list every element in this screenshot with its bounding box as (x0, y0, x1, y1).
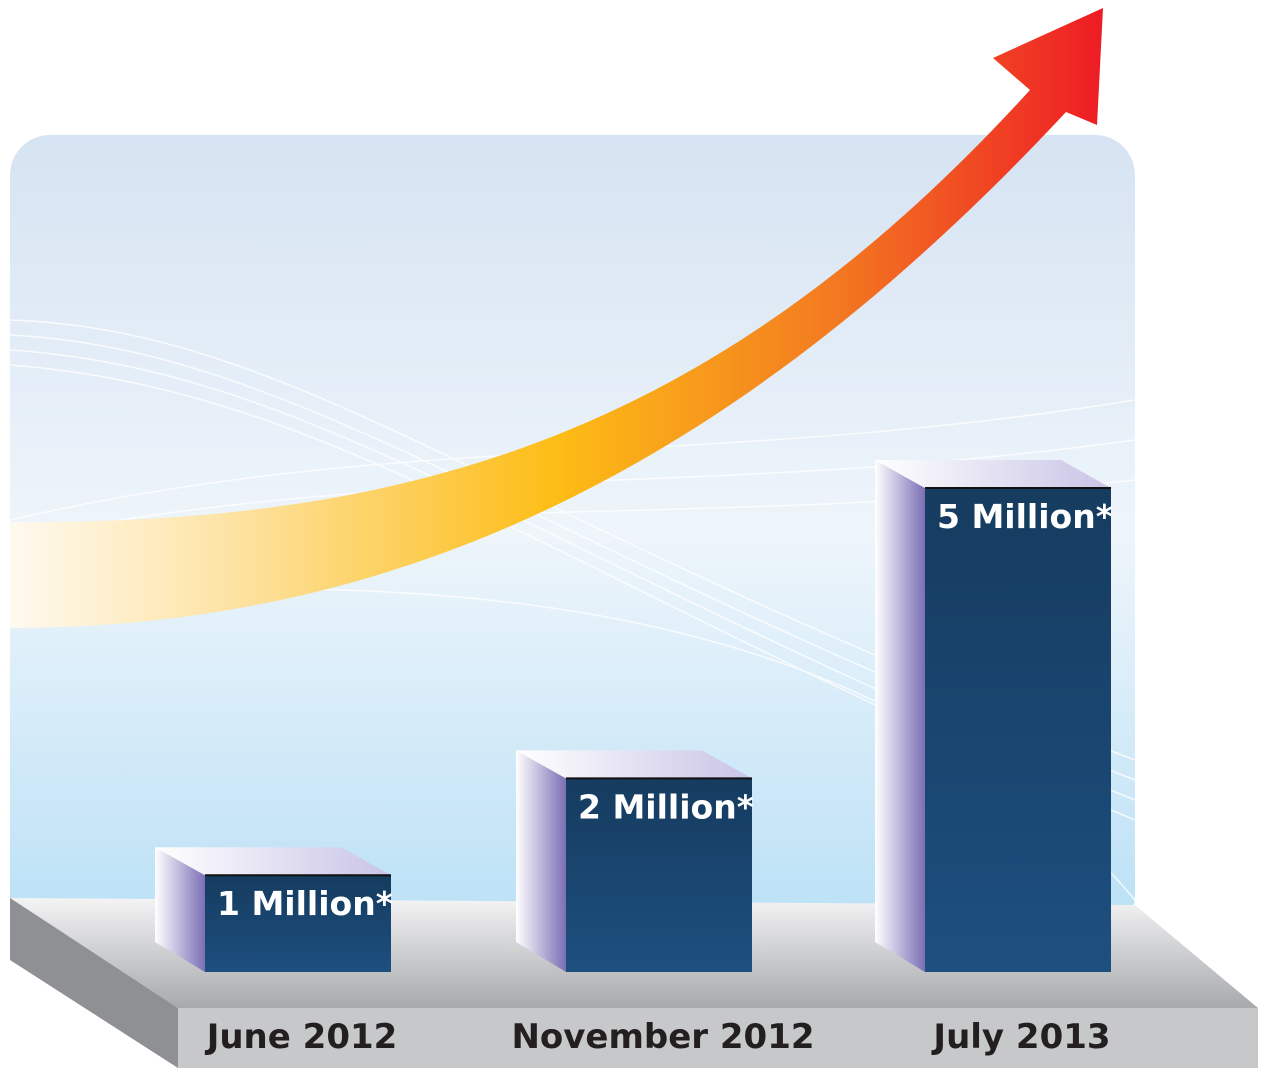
bar-top (516, 750, 752, 779)
growth-arrow (10, 8, 1103, 628)
floor-front (178, 1008, 1258, 1068)
x-tick-label: June 2012 (205, 1017, 398, 1057)
bar-shade (566, 778, 752, 972)
value-label: 2 Million* (578, 787, 754, 826)
x-tick-label: November 2012 (511, 1017, 814, 1057)
background-panel (10, 135, 1135, 935)
bar-shade (925, 488, 1111, 972)
bar-side (875, 460, 925, 972)
bar-shade (205, 875, 391, 972)
floor-side (10, 898, 178, 1068)
bar-top (875, 460, 1111, 488)
bar-top (155, 847, 391, 876)
bar-side (155, 847, 205, 972)
bar-side (516, 750, 566, 972)
value-label: 5 Million* (937, 497, 1113, 536)
x-tick-label: July 2013 (931, 1017, 1110, 1057)
value-label: 1 Million* (217, 884, 393, 923)
